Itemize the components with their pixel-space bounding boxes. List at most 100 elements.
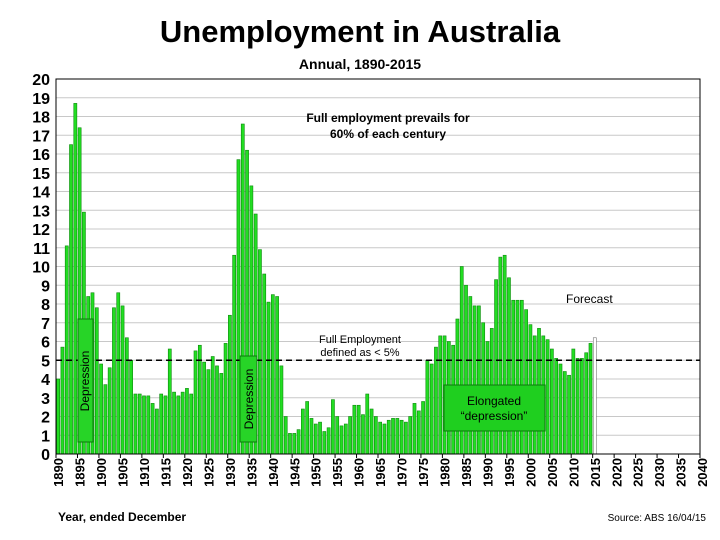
x-tick-label: 1960 bbox=[352, 458, 367, 487]
y-tick-label: 18 bbox=[32, 110, 50, 127]
bar bbox=[339, 425, 344, 455]
bar bbox=[279, 365, 284, 455]
bar bbox=[180, 391, 185, 455]
x-tick-label: 1980 bbox=[438, 458, 453, 487]
bar bbox=[206, 369, 211, 455]
x-tick-label: 2010 bbox=[566, 458, 581, 487]
bar bbox=[412, 403, 417, 455]
y-tick-label: 16 bbox=[32, 147, 50, 164]
bar bbox=[365, 393, 370, 455]
x-tick-label: 1950 bbox=[309, 458, 324, 487]
bar bbox=[331, 399, 335, 455]
bar bbox=[189, 393, 194, 455]
bar bbox=[124, 337, 129, 455]
y-tick-label: 2 bbox=[41, 410, 50, 427]
bar bbox=[215, 365, 219, 455]
bar bbox=[270, 294, 275, 455]
bar bbox=[142, 395, 146, 455]
bar bbox=[313, 423, 318, 455]
x-tick-label: 1900 bbox=[94, 458, 109, 487]
bar bbox=[378, 421, 382, 455]
bar bbox=[571, 348, 576, 455]
bar bbox=[343, 423, 348, 455]
bar bbox=[232, 254, 237, 455]
y-tick-label: 5 bbox=[41, 353, 50, 370]
x-tick-label: 1935 bbox=[244, 458, 259, 487]
annotation-depression-1930s: Depression bbox=[242, 369, 256, 430]
bar bbox=[404, 421, 408, 455]
y-tick-label: 11 bbox=[33, 241, 50, 258]
bar bbox=[584, 352, 589, 455]
bar bbox=[185, 388, 189, 455]
x-tick-label: 2005 bbox=[545, 458, 560, 487]
chart-subtitle: Annual, 1890-2015 bbox=[298, 56, 422, 72]
annotation-line: defined as < 5% bbox=[320, 347, 399, 359]
y-tick-label: 1 bbox=[41, 428, 50, 445]
x-axis-label: Year, ended December bbox=[58, 510, 187, 524]
bar bbox=[592, 337, 597, 455]
bar bbox=[137, 393, 142, 455]
annotation-line: Full employment prevails for bbox=[306, 111, 470, 125]
annotation-line: 60% of each century bbox=[330, 127, 446, 141]
x-tick-label: 1930 bbox=[223, 458, 238, 487]
bar bbox=[266, 301, 271, 455]
x-tick-label: 1940 bbox=[266, 458, 281, 487]
y-tick-label: 8 bbox=[41, 297, 50, 314]
x-tick-label: 1920 bbox=[180, 458, 195, 487]
bar bbox=[56, 378, 60, 455]
x-tick-label: 1925 bbox=[201, 458, 216, 487]
bar bbox=[395, 418, 400, 455]
x-tick-label: 1945 bbox=[287, 458, 302, 487]
bar bbox=[524, 309, 528, 455]
bar bbox=[391, 418, 395, 455]
bar bbox=[438, 335, 443, 455]
bar bbox=[374, 416, 378, 455]
bar bbox=[382, 423, 387, 455]
bar bbox=[73, 103, 78, 455]
bar bbox=[275, 296, 279, 455]
bar bbox=[159, 393, 164, 455]
bar bbox=[399, 419, 404, 455]
annotation-forecast: Forecast bbox=[566, 292, 613, 306]
bar bbox=[193, 350, 198, 455]
bar bbox=[434, 346, 438, 455]
y-tick-label: 7 bbox=[41, 316, 50, 333]
bar bbox=[575, 358, 580, 455]
bar bbox=[369, 408, 374, 455]
bar bbox=[150, 403, 155, 455]
bar bbox=[292, 433, 297, 455]
bar bbox=[318, 421, 322, 455]
bar bbox=[429, 363, 434, 455]
x-tick-label: 2015 bbox=[588, 458, 603, 487]
bar bbox=[545, 339, 550, 455]
x-tick-label: 1915 bbox=[158, 458, 173, 487]
bar bbox=[176, 395, 181, 455]
bar bbox=[120, 305, 125, 455]
x-tick-label: 1990 bbox=[480, 458, 495, 487]
bar bbox=[472, 305, 477, 455]
bar bbox=[202, 361, 206, 455]
bar bbox=[129, 359, 133, 455]
bar bbox=[219, 373, 224, 455]
bar bbox=[386, 419, 391, 455]
bar bbox=[326, 427, 331, 455]
bar bbox=[167, 348, 172, 455]
bar bbox=[262, 273, 267, 455]
y-tick-label: 15 bbox=[32, 166, 50, 183]
x-axis: 1890 1895 1900 1905 1910 1915 1920 1925 1930 1935… bbox=[51, 454, 710, 487]
y-tick-label: 14 bbox=[32, 185, 50, 202]
bar bbox=[197, 344, 202, 455]
bar bbox=[296, 429, 301, 455]
y-tick-label: 17 bbox=[32, 128, 50, 145]
y-tick-label: 13 bbox=[32, 203, 50, 220]
bar bbox=[562, 371, 567, 455]
bar bbox=[421, 401, 425, 455]
source-note: Source: ABS 16/04/15 bbox=[607, 513, 706, 524]
bar bbox=[116, 292, 121, 455]
bar bbox=[103, 384, 108, 455]
bar bbox=[477, 305, 481, 455]
y-tick-label: 3 bbox=[41, 391, 50, 408]
bar bbox=[558, 363, 563, 455]
bar bbox=[163, 395, 168, 455]
bar bbox=[146, 395, 151, 455]
